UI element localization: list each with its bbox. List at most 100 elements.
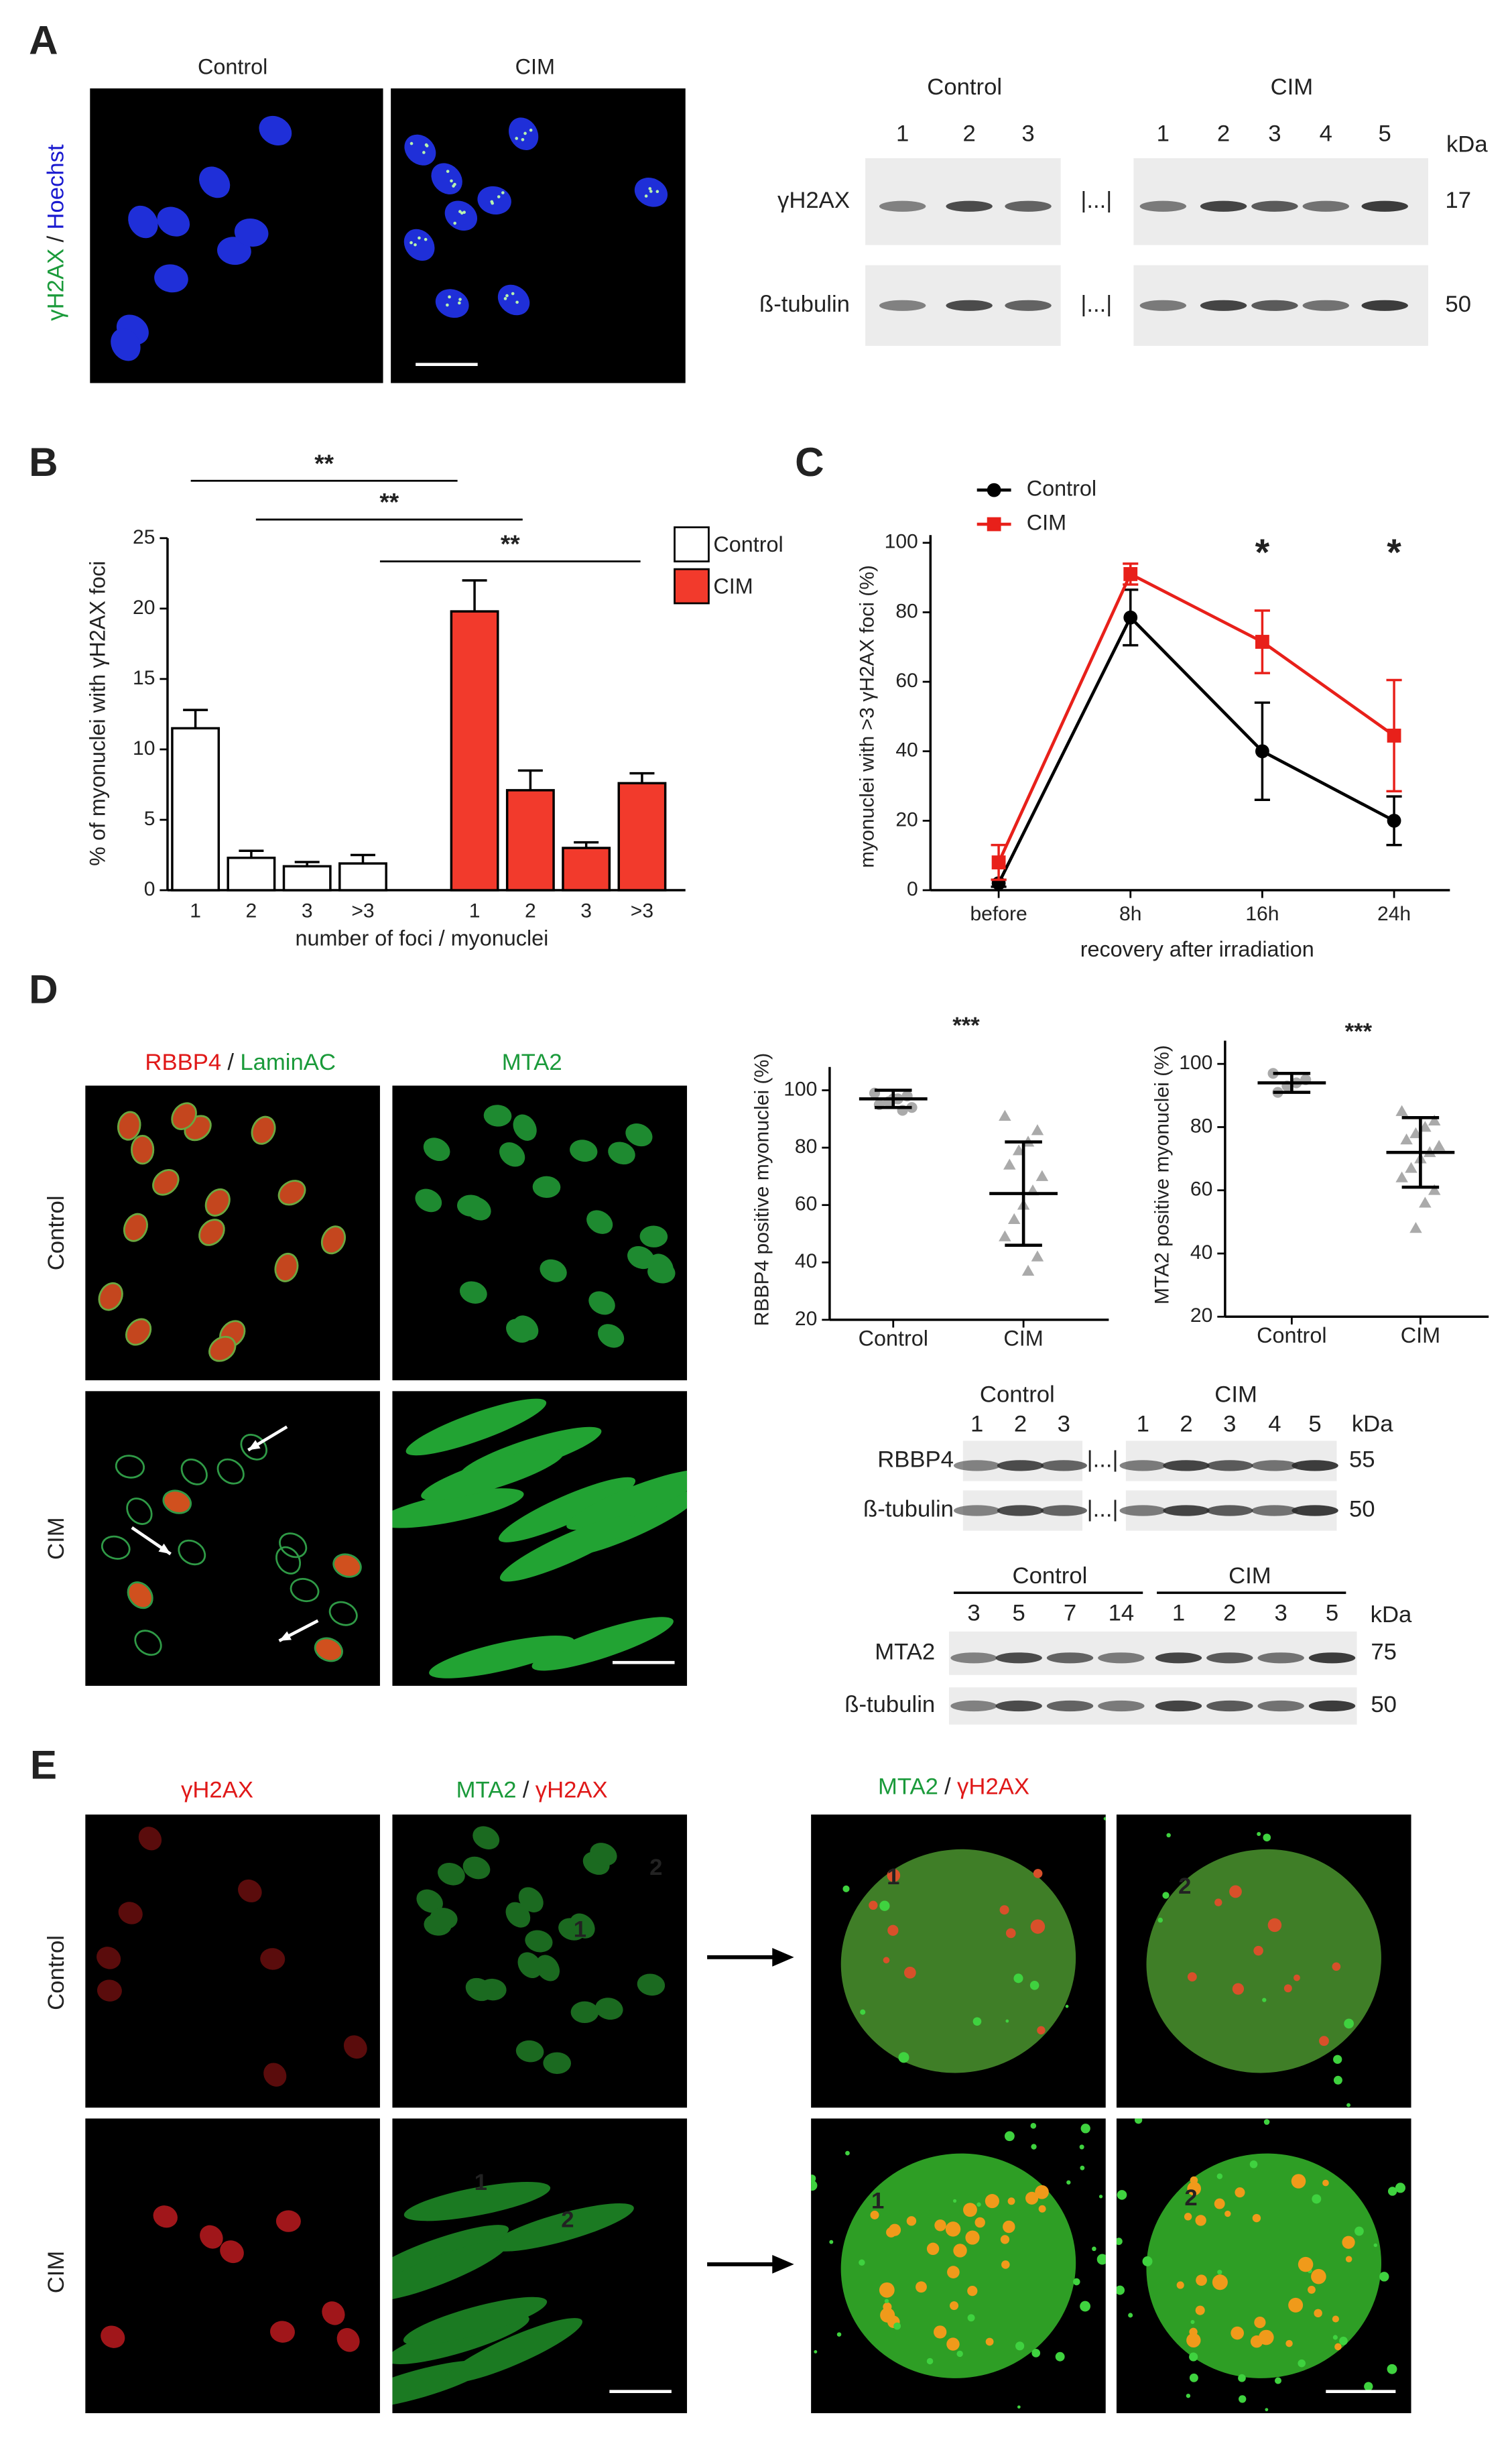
point [1395,1171,1408,1182]
bar [338,862,387,892]
focus [1035,2185,1049,2199]
blot-band [1302,300,1349,311]
panel-label: A [29,18,58,63]
focus [1314,2309,1322,2318]
nucleus [238,1879,262,1902]
focus [963,2203,977,2217]
speckle [1116,2285,1125,2295]
focus [523,131,527,135]
kda-label: 75 [1371,1640,1397,1665]
speckle [1096,2254,1106,2265]
nucleus [403,229,435,261]
nucleus-label: 1 [871,2189,884,2214]
speckle [1387,2187,1397,2196]
blot-band [1163,1505,1210,1516]
focus [1254,2317,1266,2329]
point [1409,1222,1422,1233]
lane-label: 5 [1379,121,1391,146]
y-tick-label: 80 [795,1136,817,1158]
focus [967,2286,978,2297]
focus [424,143,428,147]
micrograph-content [111,115,292,361]
nucleus [152,1169,180,1196]
focus [1235,2187,1245,2198]
nucleus [128,205,158,239]
speckle [1098,2195,1103,2199]
label: CIM [515,54,555,78]
point [1432,1140,1446,1151]
nucleus [97,1947,121,1969]
speckle [1142,2256,1153,2266]
focus [1298,2256,1314,2272]
blot-band [1251,1505,1298,1516]
blot-band [1206,1460,1253,1471]
significance: * [1387,532,1401,573]
focus [1001,2260,1010,2269]
nucleus [421,1449,564,1501]
nucleus [392,2240,508,2301]
nucleus [625,1123,653,1147]
speckle [1080,2301,1090,2312]
lane-label: 5 [1013,1601,1025,1626]
blot-band [953,1505,1001,1516]
focus [1252,2213,1261,2223]
blot-band [1098,1700,1145,1712]
speckle [976,2202,981,2207]
nucleus [540,1259,567,1282]
nucleus [328,1601,358,1626]
y-tick-label: 20 [133,597,155,619]
speckle [1339,2336,1348,2345]
speckle [1157,1917,1163,1923]
unit-label: kDa [1352,1411,1393,1436]
micrograph [391,88,686,383]
stain-part: γH2AX [181,1777,253,1802]
lane-label: 7 [1064,1601,1076,1626]
legend-label: CIM [1027,511,1066,535]
blot-group: Control [980,1382,1055,1407]
stain-label: γH2AX / Hoechst [44,144,69,321]
nucleus [588,1291,615,1315]
y-axis-label: RBBP4 positive myonuclei (%) [751,1053,773,1327]
nucleus [435,289,469,318]
nucleus [392,2225,509,2281]
blot-band [1040,1460,1087,1471]
speckle [879,1900,890,1911]
speckle [1239,2395,1247,2403]
legend-marker [987,483,1001,497]
point [1395,1105,1408,1116]
nucleus [138,1827,162,1851]
y-tick-label: 0 [907,878,918,900]
focus [453,221,457,225]
nucleus [157,206,190,237]
nucleus [240,1434,267,1461]
focus [515,300,519,304]
panel-label: E [30,1742,57,1787]
point [1031,1250,1044,1262]
nucleus [536,1955,560,1981]
nucleus [343,2035,367,2059]
x-tick-label: 8h [1119,903,1141,925]
nucleus [444,200,478,231]
speckle [1216,2173,1223,2179]
focus [1229,1885,1242,1898]
y-tick-label: 80 [1190,1115,1212,1137]
focus [887,1868,901,1882]
speckle [1217,2270,1222,2275]
lane-label: 5 [1308,1411,1321,1436]
speckle [1128,2313,1133,2318]
nucleus [405,1398,547,1456]
panel-label: B [29,440,58,485]
nucleus [275,2210,301,2232]
speckle [1190,2320,1195,2324]
blot-band [1251,1460,1298,1471]
speckle [860,2009,866,2015]
nucleus [322,2301,345,2325]
lane-label: 5 [1326,1601,1338,1626]
micrograph [85,2118,380,2414]
blot-group: Control [927,74,1002,100]
nucleus [472,1826,500,1849]
point [991,855,1006,869]
nucleus [290,1578,320,1603]
focus [1007,2197,1015,2205]
blot-band [997,1460,1044,1471]
